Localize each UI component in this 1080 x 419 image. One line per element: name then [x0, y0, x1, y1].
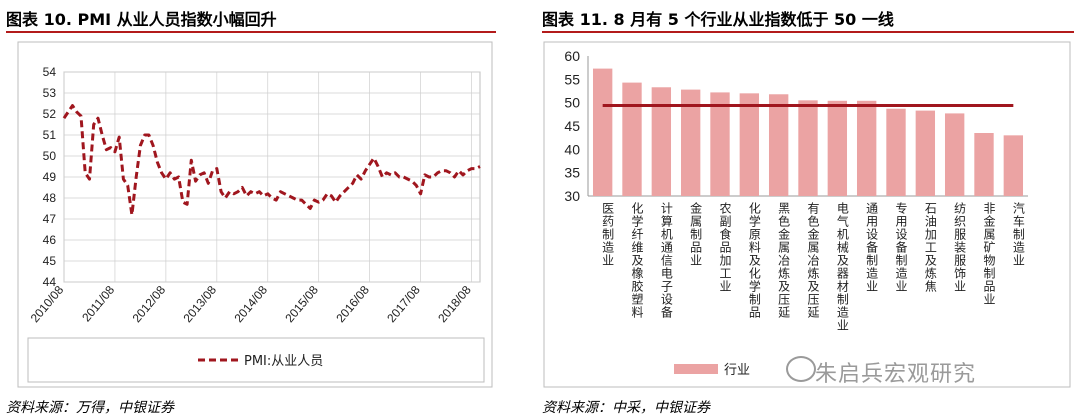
right-y-tick-label: 35 [564, 165, 580, 181]
left-y-tick-label: 54 [43, 65, 57, 79]
right-category-label: 专用设备制造业 [894, 201, 908, 293]
left-source-note: 资料来源：万得，中银证券 [6, 400, 174, 416]
right-legend-swatch [674, 364, 718, 374]
left-x-tick-label: 2011/08 [79, 283, 117, 325]
right-bar [856, 100, 877, 196]
left-y-tick-label: 48 [43, 191, 57, 205]
left-y-tick-label: 52 [43, 107, 57, 121]
right-category-label: 通用设备制造业 [865, 202, 879, 293]
right-y-tick-label: 55 [564, 71, 580, 87]
left-x-tick-label: 2015/08 [282, 283, 321, 325]
left-title-rule [6, 31, 496, 33]
left-x-tick-label: 2016/08 [333, 283, 372, 325]
right-category-label: 农副食品加工业 [718, 202, 732, 293]
left-y-tick-label: 45 [43, 254, 57, 268]
right-category-label: 医药制造业 [601, 202, 615, 267]
left-y-tick-label: 53 [43, 86, 57, 100]
left-legend-label: PMI:从业人员 [244, 354, 323, 369]
right-bar [944, 113, 965, 196]
right-y-tick-label: 30 [564, 188, 580, 204]
left-chart-title: 图表 10. PMI 从业人员指数小幅回升 [6, 10, 277, 29]
right-category-label: 石油加工及炼焦 [923, 202, 937, 293]
right-y-tick-label: 50 [564, 95, 580, 111]
right-title-rule [542, 31, 1074, 33]
right-bar [768, 94, 789, 196]
right-bar [592, 68, 613, 196]
left-line-chart: 44 45 46 47 48 49 50 51 52 53 54 2010/08 2011/08 2012… [17, 41, 493, 388]
right-category-label: 计算机通信电子设备 [659, 202, 673, 319]
left-y-tick-label: 47 [43, 212, 57, 226]
right-category-label: 电气机械及器材制造业 [835, 202, 849, 332]
left-x-tick-label: 2018/08 [435, 283, 474, 325]
left-x-tick-label: 2017/08 [384, 283, 423, 325]
right-bar [827, 100, 848, 196]
watermark: 朱启兵宏观研究 [815, 362, 977, 387]
left-chart-frame [17, 41, 493, 388]
left-y-tick-label: 49 [43, 170, 57, 184]
right-bar [651, 87, 672, 196]
right-category-label: 黑色金属冶炼及压延 [777, 202, 791, 319]
right-bar [680, 89, 701, 196]
right-bar [1003, 135, 1024, 196]
right-bar [798, 100, 818, 196]
right-bar [710, 92, 730, 196]
wechat-icon [786, 356, 816, 382]
right-bar-chart: 30 35 40 45 50 55 60 医药制造业 化学纤维及橡胶塑料 计算机通信电子设备 金属制… [543, 41, 1071, 388]
right-category-label: 非金属矿物制品业 [982, 202, 996, 306]
left-x-tick-label: 2010/08 [28, 283, 67, 325]
right-bar [974, 133, 994, 196]
left-y-tick-label: 46 [43, 233, 57, 247]
right-category-label: 化学原料及化学制品 [747, 202, 761, 319]
right-category-label: 金属制品业 [689, 201, 703, 267]
right-bar [915, 110, 936, 196]
right-bar [622, 82, 642, 196]
right-bar [739, 93, 760, 196]
left-x-tick-label: 2012/08 [130, 283, 169, 325]
right-source-note: 资料来源：中采，中银证券 [542, 400, 710, 416]
right-y-tick-label: 40 [564, 141, 580, 157]
left-y-tick-label: 50 [43, 149, 57, 163]
left-y-tick-label: 44 [43, 275, 57, 289]
right-category-label: 纺织服装服饰业 [953, 202, 967, 293]
right-category-label: 汽车制造业 [1011, 201, 1025, 267]
left-x-tick-label: 2013/08 [180, 283, 219, 325]
left-y-tick-label: 51 [43, 128, 57, 142]
left-series-line [62, 104, 481, 217]
right-chart-frame [543, 41, 1071, 388]
right-category-label: 有色金属冶炼及压延 [806, 202, 820, 319]
right-y-tick-label: 45 [564, 118, 580, 134]
left-legend-box [27, 337, 485, 383]
right-chart-title: 图表 11. 8 月有 5 个行业从业指数低于 50 一线 [542, 10, 894, 29]
left-x-tick-label: 2014/08 [231, 283, 270, 325]
right-category-label: 化学纤维及橡胶塑料 [630, 202, 644, 319]
right-bar [886, 108, 906, 196]
right-legend-label: 行业 [724, 363, 750, 378]
right-y-tick-label: 60 [564, 48, 580, 64]
